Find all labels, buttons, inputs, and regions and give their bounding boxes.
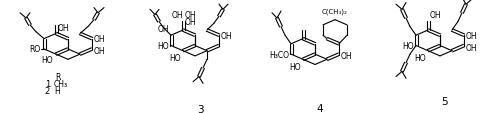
Text: OH: OH (185, 11, 196, 20)
Text: R: R (56, 72, 60, 81)
Text: OH: OH (185, 18, 196, 27)
Text: OH: OH (172, 11, 183, 20)
Text: HO: HO (170, 54, 181, 62)
Text: HO: HO (290, 62, 301, 71)
Text: OH: OH (221, 31, 232, 40)
Text: HO: HO (158, 42, 169, 51)
Text: CH₃: CH₃ (54, 79, 68, 88)
Text: 5: 5 (442, 96, 448, 106)
Text: 4: 4 (316, 103, 324, 113)
Text: 3: 3 (196, 104, 203, 113)
Text: OH: OH (158, 25, 169, 34)
Text: OH: OH (430, 11, 442, 20)
Text: C(CH₃)₂: C(CH₃)₂ (322, 8, 348, 14)
Text: OH: OH (466, 31, 477, 40)
Text: RO: RO (30, 45, 41, 54)
Text: HO: HO (402, 42, 414, 51)
Text: OH: OH (466, 43, 477, 52)
Text: OH: OH (58, 24, 70, 32)
Text: H₃CO: H₃CO (269, 50, 289, 59)
Text: OH: OH (94, 35, 106, 44)
Text: 1: 1 (45, 79, 50, 88)
Text: OH: OH (341, 52, 352, 61)
Text: OH: OH (94, 47, 106, 56)
Text: HO: HO (414, 54, 426, 62)
Text: HO: HO (42, 55, 53, 64)
Text: H: H (54, 86, 60, 95)
Text: 2: 2 (45, 86, 50, 95)
